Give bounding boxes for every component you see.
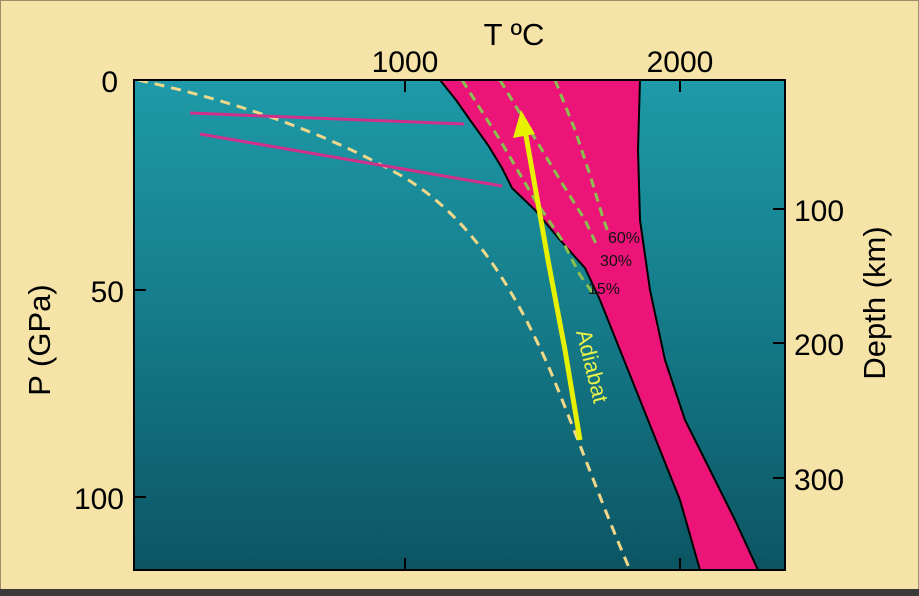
top-tick-2000: 2000 — [647, 46, 714, 79]
isopleth-60 — [553, 80, 610, 233]
left-tick-50: 50 — [91, 276, 124, 309]
top-axis-title: T ºC — [484, 17, 545, 52]
melt-label-60: 60% — [608, 230, 640, 247]
isopleth-15 — [460, 80, 594, 293]
right-tick-300: 300 — [794, 464, 844, 497]
top-tick-1000: 1000 — [372, 46, 439, 79]
right-ticks — [773, 208, 785, 479]
isopleth-30 — [498, 80, 600, 249]
adiabat-line — [522, 129, 583, 441]
melt-label-30: 30% — [600, 253, 632, 270]
left-ticks — [134, 289, 146, 498]
melt-label-15: 15% — [588, 281, 620, 298]
adiabat-arrowhead — [513, 110, 535, 138]
plot-border — [133, 79, 786, 571]
left-tick-0: 0 — [101, 66, 118, 99]
lithosphere-line-lower — [199, 132, 503, 188]
right-tick-200: 200 — [794, 329, 844, 362]
right-tick-100: 100 — [794, 195, 844, 228]
melt-region — [438, 80, 760, 570]
top-ticks — [404, 80, 681, 570]
right-axis-title: Depth (km) — [857, 226, 892, 379]
lithosphere-line-upper — [189, 111, 465, 126]
left-axis-title: P (GPa) — [22, 284, 57, 395]
left-tick-100: 100 — [74, 483, 124, 516]
bottom-strip — [0, 589, 919, 596]
